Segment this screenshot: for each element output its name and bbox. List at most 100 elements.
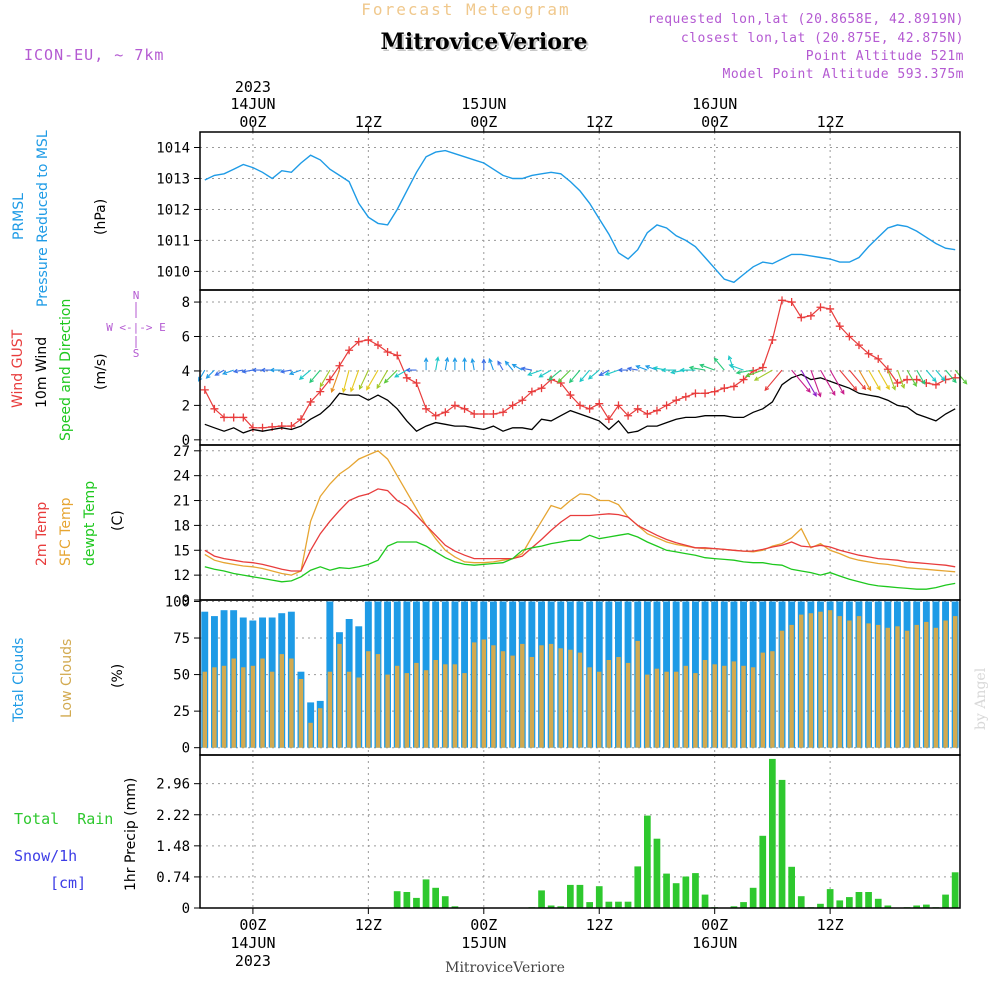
low-cloud-bar [298, 679, 304, 748]
gust-point [402, 373, 411, 382]
gust-point [297, 415, 306, 424]
low-cloud-bar [520, 643, 525, 748]
rain-bar [797, 896, 805, 908]
gust-point [874, 354, 883, 363]
wind-gust-label: Wind GUST [10, 329, 26, 408]
rain-bar [682, 876, 690, 908]
gust-point [912, 375, 921, 384]
gust-point [585, 404, 594, 413]
rain-bar [769, 758, 776, 908]
rain-bar [923, 904, 930, 908]
low-cloud-bar [683, 665, 688, 748]
gust-point [200, 385, 209, 394]
rain-bar [413, 897, 420, 908]
snow-unit-label: [cm] [50, 874, 86, 892]
panels: 1010101110121013101402468912151821242702… [156, 131, 968, 917]
cloud-unit-label: (%) [110, 664, 126, 688]
gust-point [373, 341, 382, 350]
y-tick-label: 0 [182, 741, 190, 757]
compass-n: N [133, 289, 140, 302]
gust-point [393, 351, 402, 360]
wind-direction-arrow [358, 369, 369, 390]
wind-direction-arrow [916, 369, 926, 385]
temp-dewpt-label: dewpt Temp [82, 481, 98, 566]
gust-point [681, 392, 690, 401]
wind-speed-dir-label: Speed and Direction [58, 299, 74, 441]
low-cloud-bar [731, 661, 737, 748]
rain-bar [615, 901, 622, 908]
x-tick-label: 00Z [239, 916, 266, 934]
wind-direction-arrow [288, 369, 302, 376]
low-cloud-bar [933, 627, 939, 748]
location-title: MitroviceVeriore [383, 31, 590, 57]
rain-bar [576, 884, 584, 908]
low-cloud-bar [452, 664, 458, 748]
wind-direction-arrow [868, 369, 881, 391]
y-tick-label: 2.22 [156, 808, 190, 824]
rain-bar [634, 866, 642, 908]
rain-bar [451, 906, 459, 908]
closest-coords: closest lon,lat (20.875E, 42.875N) [681, 31, 964, 46]
low-cloud-bar [231, 658, 236, 748]
wind-direction-arrow [626, 366, 638, 372]
rain-bar [432, 887, 439, 908]
low-cloud-bar [625, 662, 631, 748]
rain-bar [913, 905, 920, 908]
pressure-panel: 1010 1011 1012 1013 1014 [156, 132, 960, 290]
gust-point [633, 404, 642, 413]
wind-direction-arrow [481, 358, 487, 371]
x-tick-label: 00Z [470, 916, 497, 934]
low-cloud-bar [385, 674, 390, 748]
gust-point [335, 361, 344, 370]
gust-point [672, 396, 681, 405]
gust-point [508, 401, 517, 410]
low-clouds-label: Low Clouds [59, 639, 75, 718]
gust-point [691, 389, 700, 398]
gust-point [277, 422, 286, 431]
wind-direction-arrow [462, 357, 467, 371]
gust-point [364, 335, 373, 344]
wind-direction-arrow [511, 363, 523, 371]
rain-bar [865, 892, 872, 908]
low-cloud-bar [260, 658, 265, 748]
date-label: 15JUN [461, 95, 506, 113]
gust-point [537, 384, 546, 393]
wind-direction-arrow [699, 363, 715, 371]
pressure-frame [199, 131, 961, 291]
low-cloud-bar [750, 667, 756, 748]
low-cloud-bar [674, 671, 679, 748]
gust-point [643, 410, 652, 418]
gust-point [662, 401, 671, 410]
low-cloud-bar [568, 649, 573, 748]
low-cloud-bar [356, 677, 361, 748]
low-cloud-bar [722, 665, 727, 748]
wind-direction-arrow [538, 369, 552, 378]
gust-point [883, 365, 892, 374]
wind-direction-arrow [839, 369, 858, 392]
gust-point [431, 411, 440, 420]
gust-point [826, 304, 835, 313]
cloud-labels: Total Clouds Low Clouds (%) [11, 638, 126, 723]
wind-direction-arrow [713, 357, 725, 371]
wind-direction-arrow [764, 369, 783, 392]
low-cloud-bar [953, 616, 958, 748]
low-cloud-bar [308, 722, 313, 748]
low-cloud-bar [212, 667, 217, 748]
rain-bar [951, 872, 959, 908]
precip-frame [199, 754, 961, 909]
gust-point [239, 413, 248, 422]
y-tick-label: 12 [173, 568, 190, 584]
rain-bar [846, 897, 853, 908]
y-tick-label: 1.48 [156, 839, 190, 855]
low-cloud-bar [221, 665, 227, 748]
low-cloud-bar [472, 642, 477, 748]
temperature-frame [199, 444, 961, 601]
watermark: by Angel [973, 667, 989, 730]
rain-bar [855, 892, 863, 908]
y-tick-label: 100 [165, 594, 190, 610]
wind-direction-arrow [319, 369, 331, 388]
wind-direction-arrow [232, 368, 244, 374]
wind-direction-arrow [935, 369, 946, 382]
rain-bar [663, 873, 670, 908]
x-tick-label: 12Z [586, 113, 613, 131]
